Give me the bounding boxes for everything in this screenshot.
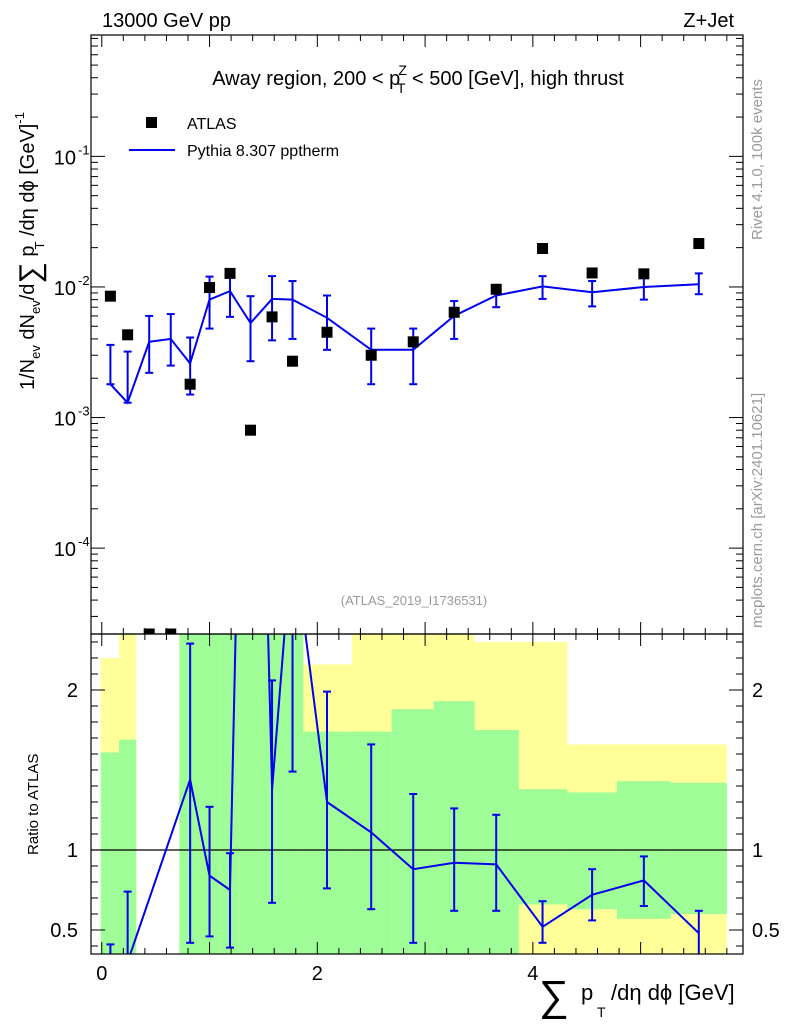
atlas-data-point [693, 238, 705, 250]
legend-atlas-label: ATLAS [187, 116, 237, 133]
y-axis-title: 1/Nev dNev/d∑ pT /dη dϕ [GeV]-1 [12, 112, 47, 390]
y-tick-label: 10 [54, 278, 76, 300]
ratio-green-band [239, 634, 262, 954]
ratio-green-band [199, 634, 220, 954]
y-tick-label: 10 [54, 539, 76, 561]
ratio-y-tick-label-left: 1 [67, 840, 78, 862]
atlas-data-point [184, 378, 196, 390]
atlas-data-point [244, 424, 256, 436]
ratio-panel-frame [90, 633, 744, 955]
mcplots-label: mcplots.cern.ch [arXiv:2401.10621] [749, 393, 766, 628]
atlas-data-point [321, 326, 333, 338]
svg-text:∑: ∑ [539, 972, 569, 1019]
energy-label: 13000 GeV pp [102, 10, 231, 32]
svg-text:p: p [581, 980, 593, 1005]
ratio-y-tick-label-left: 0.5 [50, 920, 78, 942]
legend-atlas-marker [146, 117, 157, 128]
y-tick-exponent: -4 [78, 534, 90, 549]
ratio-green-band [518, 789, 568, 905]
x-tick-label: 2 [312, 963, 323, 985]
y-tick-label: 10 [54, 147, 76, 169]
y-tick-exponent: -3 [78, 404, 90, 419]
ratio-green-band [670, 782, 727, 914]
atlas-data-point [407, 336, 419, 348]
plot-title: Away region, 200 < pZ T < 500 [GeV], high… [212, 62, 624, 96]
atlas-data-point [365, 349, 377, 361]
svg-text:/dη dϕ [GeV]: /dη dϕ [GeV] [611, 980, 735, 1005]
atlas-data-point [586, 267, 598, 279]
ratio-green-band [100, 752, 120, 954]
atlas-data-point [448, 306, 460, 318]
ratio-y-tick-label-left: 2 [67, 680, 78, 702]
atlas-data-point [287, 355, 299, 367]
y-tick-exponent: -1 [78, 142, 90, 157]
atlas-data-point [204, 282, 216, 294]
analysis-id: (ATLAS_2019_I1736531) [341, 593, 487, 608]
atlas-data-point [143, 628, 155, 634]
y-tick-label: 10 [54, 409, 76, 431]
atlas-data-point [122, 329, 134, 341]
ratio-y-tick-label-right: 1 [752, 840, 763, 862]
ratio-green-band [281, 634, 304, 954]
legend-mc-label: Pythia 8.307 pptherm [187, 143, 339, 160]
ratio-y-title: Ratio to ATLAS [25, 754, 42, 855]
ratio-y-tick-label-right: 0.5 [752, 920, 780, 942]
atlas-data-point [104, 290, 116, 302]
y-tick-exponent: -2 [78, 273, 90, 288]
atlas-data-point [165, 628, 177, 634]
x-tick-label: 0 [96, 963, 107, 985]
svg-text:1/Nev dNev/d∑ pT /dη dϕ [GeV]: 1/Nev dNev/d∑ pT /dη dϕ [GeV]-1 [12, 112, 47, 390]
process-label: Z+Jet [683, 10, 734, 32]
atlas-data-point [537, 243, 549, 255]
atlas-data-point [490, 283, 502, 295]
svg-text:T: T [597, 1004, 606, 1020]
x-axis-title: ∑ p T /dη dϕ [GeV] [539, 972, 735, 1020]
rivet-label: Rivet 4.1.0, 100k events [749, 79, 766, 240]
atlas-data-point [224, 267, 236, 279]
atlas-data-point [266, 311, 278, 323]
ratio-green-band [119, 739, 137, 954]
mc-series-line [109, 283, 699, 405]
x-tick-label: 4 [527, 963, 538, 985]
atlas-data-point [638, 268, 650, 280]
ratio-y-tick-label-right: 2 [752, 680, 763, 702]
